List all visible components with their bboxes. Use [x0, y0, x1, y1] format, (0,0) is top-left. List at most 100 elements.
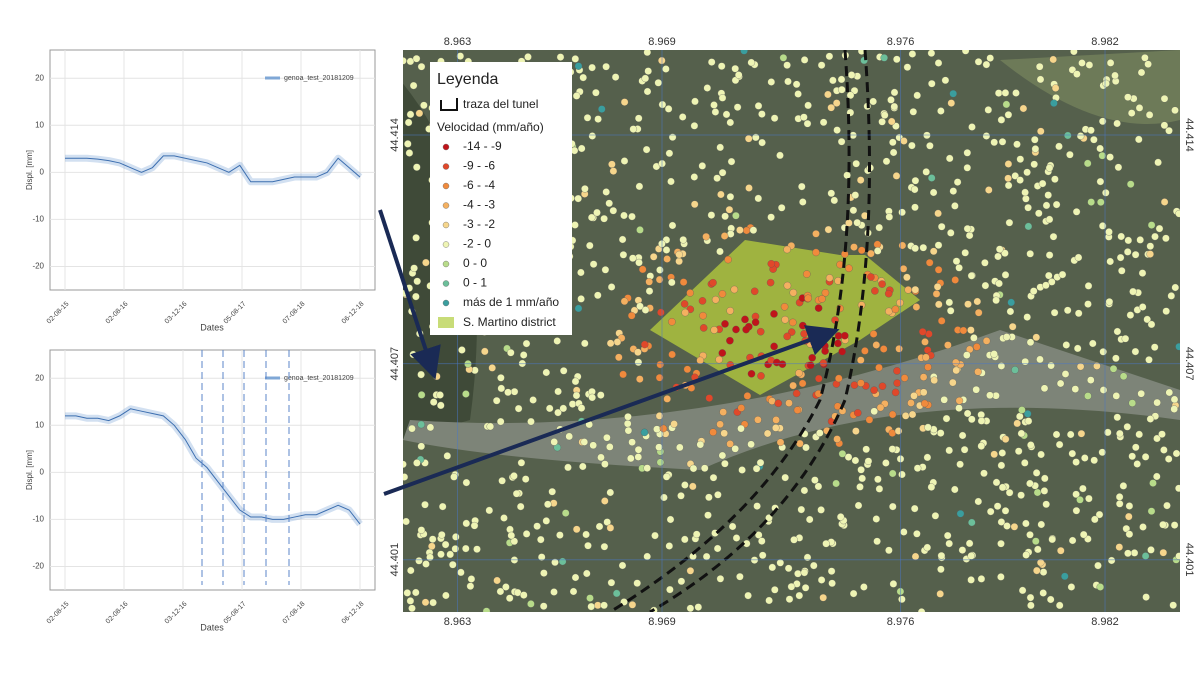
point — [803, 270, 811, 278]
point — [1045, 251, 1054, 259]
point — [727, 157, 736, 166]
point — [997, 539, 1005, 548]
point — [749, 226, 758, 234]
point — [1085, 494, 1093, 503]
terrain — [403, 330, 1180, 470]
point — [726, 307, 734, 315]
point — [1147, 221, 1156, 229]
point — [980, 469, 988, 478]
point — [990, 350, 998, 358]
point — [941, 76, 950, 85]
point — [452, 533, 460, 541]
point — [741, 315, 749, 324]
point — [765, 596, 773, 605]
point — [816, 429, 824, 437]
point — [1153, 398, 1161, 407]
legend-box — [430, 62, 572, 335]
point — [709, 473, 718, 482]
point — [738, 466, 746, 474]
point — [1001, 507, 1010, 515]
point — [710, 101, 718, 109]
point — [594, 601, 602, 610]
point — [1171, 106, 1179, 115]
point — [1133, 460, 1141, 468]
point — [804, 101, 812, 110]
point — [753, 502, 761, 510]
point — [743, 392, 752, 400]
legend-swatch — [442, 221, 450, 229]
point — [873, 247, 882, 255]
point — [875, 223, 883, 232]
point — [930, 376, 938, 385]
point — [745, 184, 753, 192]
point — [810, 561, 818, 570]
x-tick-label: 07-08-18 — [282, 601, 307, 626]
point — [955, 264, 963, 272]
point — [986, 507, 995, 516]
point — [789, 318, 797, 327]
point — [871, 287, 879, 295]
point — [572, 92, 581, 100]
point — [1036, 75, 1045, 84]
point — [422, 560, 430, 568]
point — [943, 531, 952, 540]
point — [1127, 109, 1136, 117]
point — [1091, 515, 1099, 524]
point — [409, 81, 418, 90]
point — [1106, 153, 1114, 161]
point — [927, 50, 936, 57]
point — [718, 168, 727, 177]
point — [849, 589, 858, 598]
point — [572, 391, 581, 400]
point — [537, 535, 545, 544]
point — [728, 522, 737, 531]
point — [784, 564, 793, 573]
point — [940, 396, 948, 404]
point — [959, 326, 968, 335]
point — [1098, 117, 1107, 126]
point — [781, 473, 789, 482]
line — [65, 408, 361, 525]
point — [758, 110, 766, 118]
arrow — [378, 209, 441, 380]
point — [1056, 379, 1065, 388]
y-tick-label: 10 — [35, 420, 44, 429]
point — [433, 372, 441, 381]
point — [588, 63, 596, 72]
point — [403, 57, 407, 65]
point — [785, 399, 793, 407]
point — [1153, 434, 1161, 443]
y-tick-label: 0 — [40, 167, 45, 176]
point — [681, 535, 689, 544]
point — [709, 278, 717, 287]
point — [601, 497, 609, 505]
point — [963, 164, 972, 172]
point — [692, 530, 701, 539]
x-tick-label: 8.963 — [444, 616, 472, 628]
point — [819, 359, 828, 367]
point — [798, 182, 806, 191]
point — [429, 398, 438, 406]
point — [1048, 535, 1056, 544]
point — [620, 157, 629, 165]
point — [1005, 218, 1014, 227]
point — [1130, 549, 1139, 557]
point — [779, 54, 788, 62]
point — [466, 582, 475, 590]
point — [636, 226, 644, 234]
point — [920, 399, 929, 408]
point — [1076, 362, 1085, 371]
point — [1074, 309, 1083, 318]
point — [485, 506, 494, 515]
point — [572, 525, 581, 534]
point — [1031, 135, 1039, 144]
point — [837, 75, 846, 84]
point — [1119, 482, 1128, 490]
point — [1146, 242, 1155, 250]
point — [618, 561, 627, 570]
point — [922, 168, 930, 176]
point — [995, 245, 1004, 253]
point — [623, 419, 632, 428]
point — [1128, 399, 1137, 407]
terrain — [1000, 50, 1180, 124]
